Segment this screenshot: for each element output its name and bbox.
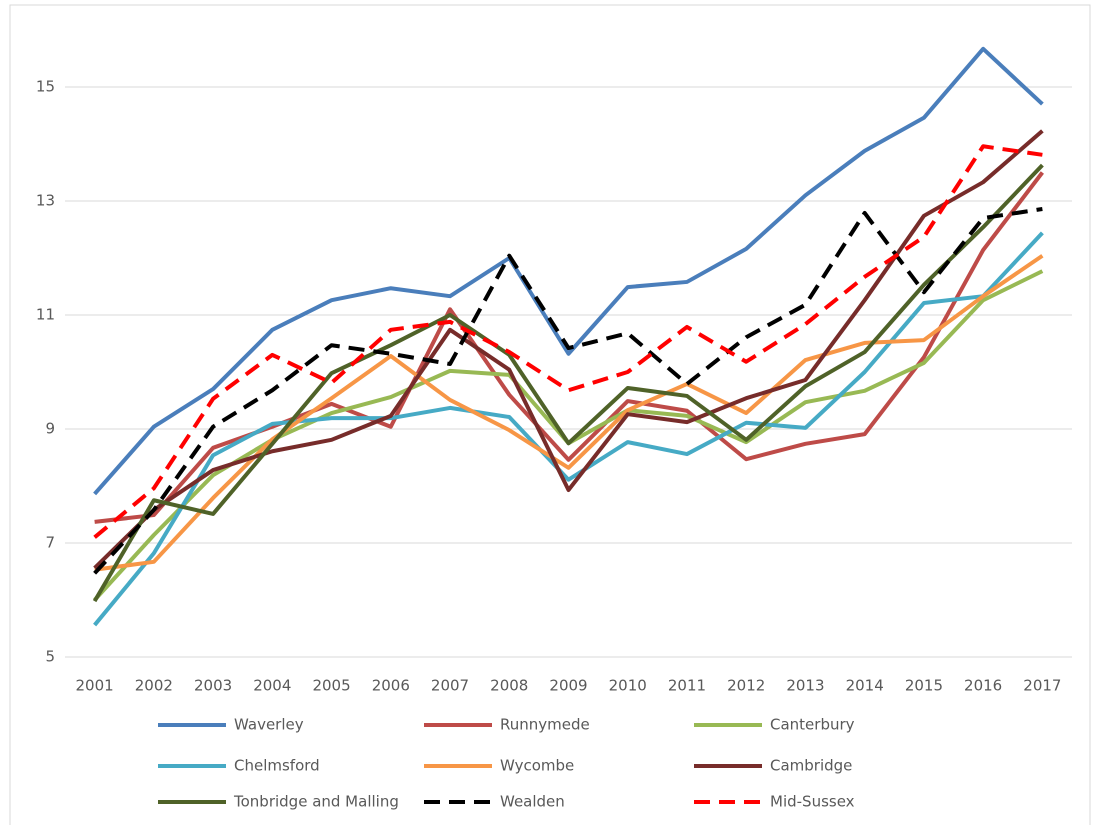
x-tick-label: 2017 bbox=[1023, 677, 1061, 695]
series-line bbox=[93, 46, 1044, 496]
x-tick-label: 2009 bbox=[549, 677, 587, 695]
y-tick-label: 15 bbox=[36, 78, 55, 96]
x-tick-label: 2014 bbox=[846, 677, 884, 695]
x-tick-label: 2015 bbox=[905, 677, 943, 695]
legend-label: Runnymede bbox=[500, 716, 590, 734]
x-tick-label: 2001 bbox=[76, 677, 114, 695]
series-line bbox=[93, 144, 1043, 539]
legend-label: Tonbridge and Malling bbox=[233, 793, 399, 811]
y-tick-label: 13 bbox=[36, 192, 55, 210]
legend-label: Canterbury bbox=[770, 716, 855, 734]
legend-label: Cambridge bbox=[770, 757, 852, 775]
x-tick-label: 2012 bbox=[727, 677, 765, 695]
x-tick-label: 2005 bbox=[312, 677, 350, 695]
x-tick-label: 2006 bbox=[372, 677, 410, 695]
x-tick-label: 2007 bbox=[431, 677, 469, 695]
x-tick-label: 2002 bbox=[135, 677, 173, 695]
x-tick-label: 2010 bbox=[609, 677, 647, 695]
x-tick-label: 2013 bbox=[786, 677, 824, 695]
x-tick-label: 2003 bbox=[194, 677, 232, 695]
series-line bbox=[92, 163, 1044, 603]
legend-label: Waverley bbox=[234, 716, 304, 734]
x-tick-label: 2016 bbox=[964, 677, 1002, 695]
y-tick-label: 9 bbox=[45, 420, 55, 438]
x-tick-label: 2011 bbox=[668, 677, 706, 695]
y-tick-label: 7 bbox=[45, 534, 55, 552]
legend-label: Wycombe bbox=[500, 757, 574, 775]
series-line bbox=[93, 231, 1044, 627]
legend-label: Chelmsford bbox=[234, 757, 320, 775]
series-line bbox=[93, 129, 1044, 570]
legend-label: Mid-Sussex bbox=[770, 793, 855, 811]
x-tick-label: 2004 bbox=[253, 677, 291, 695]
y-tick-label: 5 bbox=[45, 648, 55, 666]
x-tick-label: 2008 bbox=[490, 677, 528, 695]
legend-label: Wealden bbox=[500, 793, 565, 811]
series-line bbox=[93, 207, 1043, 575]
y-tick-label: 11 bbox=[36, 306, 55, 324]
